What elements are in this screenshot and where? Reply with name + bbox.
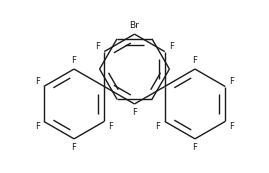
Text: Br: Br	[130, 21, 139, 30]
Text: F: F	[72, 143, 76, 152]
Text: F: F	[155, 122, 161, 131]
Text: F: F	[193, 143, 197, 152]
Text: F: F	[169, 42, 174, 51]
Text: F: F	[229, 77, 234, 86]
Text: F: F	[35, 122, 40, 131]
Text: F: F	[72, 56, 76, 65]
Text: F: F	[229, 122, 234, 131]
Text: F: F	[193, 56, 197, 65]
Text: F: F	[108, 122, 114, 131]
Text: F: F	[132, 108, 137, 117]
Text: F: F	[95, 42, 100, 51]
Text: F: F	[35, 77, 40, 86]
